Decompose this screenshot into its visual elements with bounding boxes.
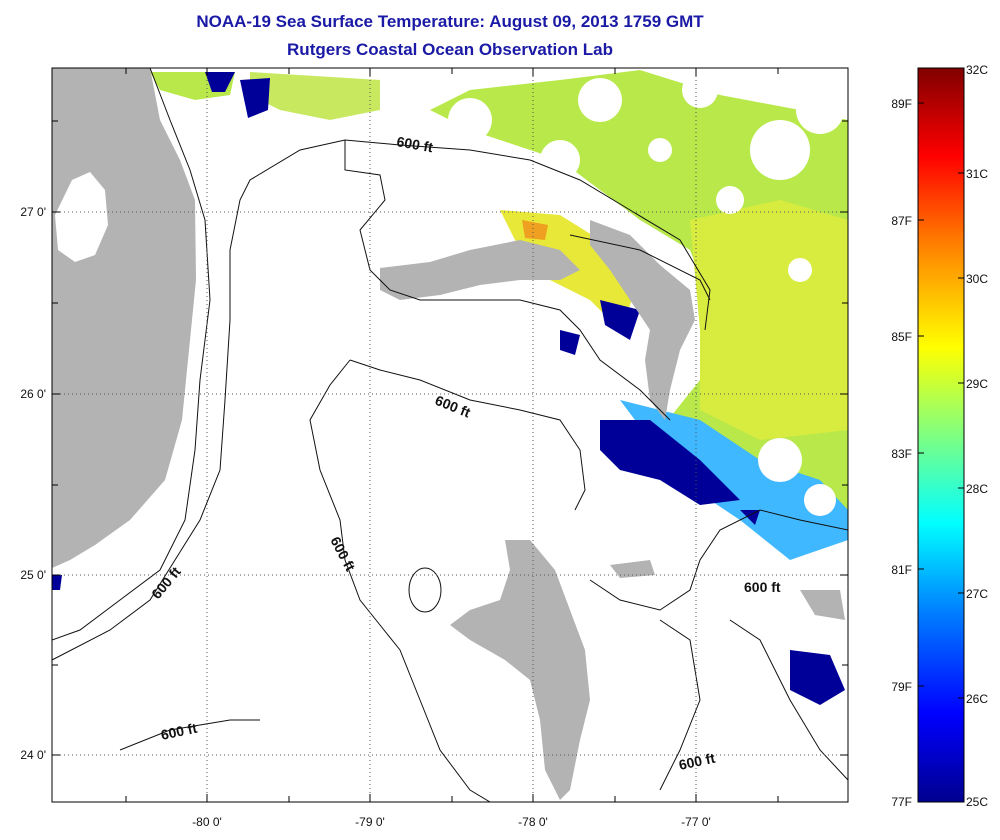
axis-ticks	[52, 68, 848, 802]
map-frame	[51, 67, 849, 803]
x-tick-label: -78 0'	[518, 815, 548, 829]
x-tick-label: -80 0'	[192, 815, 222, 829]
contour-label: 600 ft	[744, 579, 781, 595]
colorbar-celsius-label: 26C	[966, 692, 988, 706]
y-tick-label: 24 0'	[20, 748, 46, 762]
colorbar-fahrenheit-label: 83F	[891, 447, 912, 461]
colorbar-celsius-label: 31C	[966, 167, 988, 181]
colorbar-celsius-label: 30C	[966, 272, 988, 286]
map-plot-area: 600 ft 600 ft 600 ft 600 ft 600 ft 600 f…	[52, 68, 848, 802]
contour-label: 600 ft	[159, 720, 198, 743]
y-tick-label: 25 0'	[20, 568, 46, 582]
colorbar-fahrenheit-label: 79F	[891, 680, 912, 694]
colorbar-celsius-label: 25C	[966, 795, 988, 809]
grid	[52, 68, 848, 802]
y-tick-label: 27 0'	[20, 205, 46, 219]
colorbar: 32C 31C 30C 29C 28C 27C 26C 25C 89F 87F …	[891, 63, 988, 809]
contour-label: 600 ft	[395, 133, 434, 155]
colorbar-celsius-label: 28C	[966, 482, 988, 496]
colorbar-gradient	[917, 67, 965, 803]
map-title: NOAA-19 Sea Surface Temperature: August …	[196, 12, 704, 31]
lake-okeechobee	[55, 172, 108, 262]
sst-cold-region	[52, 72, 845, 705]
x-tick-label: -77 0'	[681, 815, 711, 829]
contour-label: 600 ft	[677, 750, 716, 773]
depth-contours	[52, 68, 848, 802]
x-tick-label: -79 0'	[355, 815, 385, 829]
colorbar-celsius-label: 32C	[966, 63, 988, 77]
colorbar-fahrenheit-label: 81F	[891, 563, 912, 577]
y-tick-label: 26 0'	[20, 387, 46, 401]
map-subtitle: Rutgers Coastal Ocean Observation Lab	[287, 40, 613, 59]
colorbar-fahrenheit-label: 87F	[891, 214, 912, 228]
colorbar-fahrenheit-label: 77F	[891, 795, 912, 809]
sst-warm-region	[150, 70, 848, 560]
colorbar-celsius-label: 29C	[966, 377, 988, 391]
colorbar-fahrenheit-label: 89F	[891, 97, 912, 111]
colorbar-celsius-label: 27C	[966, 587, 988, 601]
colorbar-fahrenheit-label: 85F	[891, 330, 912, 344]
cloud-mask	[448, 72, 844, 516]
